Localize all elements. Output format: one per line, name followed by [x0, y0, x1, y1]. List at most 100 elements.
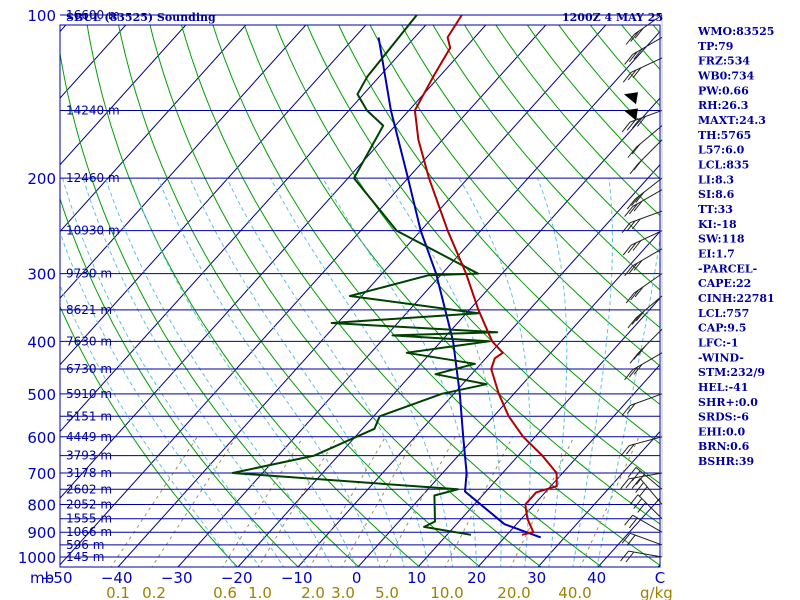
mixing-ratio-tick-label: 20.0: [497, 584, 530, 600]
moist-adiabat-line: [226, 177, 429, 567]
wind-barb-flag: [630, 31, 639, 42]
height-tick-label: 12460 m: [66, 171, 120, 185]
moist-adiabat-line: [537, 178, 568, 567]
pressure-unit-label: mb: [30, 569, 54, 587]
wind-barb-flag: [635, 310, 645, 322]
index-line: RH:26.3: [698, 99, 748, 112]
isotherm-line: [60, 25, 187, 166]
temperature-tick-label: −10: [281, 569, 313, 587]
index-line: -WIND-: [698, 351, 744, 364]
wind-barb-staff: [629, 393, 663, 406]
index-line: TH:5765: [698, 129, 751, 142]
isotherm-line: [60, 25, 307, 299]
index-line: EHI:0.0: [698, 425, 745, 438]
wind-barb-flag: [625, 551, 635, 563]
dry-adiabat-line: [180, 25, 603, 567]
temperature-tick-label: −50: [41, 569, 73, 587]
height-tick-label: 4449 m: [66, 430, 112, 444]
wind-barb-flag: [633, 48, 643, 60]
temperature-tick-label: 20: [467, 569, 486, 587]
index-line: STM:232/9: [698, 366, 765, 379]
wind-barb-flag: [624, 369, 633, 381]
mixing-ratio-line: [309, 436, 386, 567]
wind-barb-flag: [626, 220, 636, 232]
temperature-tick-label: 10: [407, 569, 426, 587]
index-line: TT:33: [698, 203, 733, 216]
index-line: CAPE:22: [698, 277, 751, 290]
mixing-ratio-tick-label: 10.0: [430, 584, 463, 600]
wind-barb-flag: [621, 121, 631, 133]
index-line: -PARCEL-: [698, 262, 757, 275]
wind-barb-flag: [624, 54, 633, 65]
wind-barb-flag: [637, 502, 647, 513]
wind-barb-staff: [630, 57, 663, 73]
height-tick-label: 5910 m: [66, 387, 112, 401]
temperature-tick-label: 0: [352, 569, 362, 587]
isotherm-line: [60, 25, 247, 233]
wind-barb-flag: [633, 498, 643, 509]
wind-barb-flag: [632, 240, 642, 251]
pressure-tick-label: 400: [27, 333, 56, 351]
wind-barb-flag: [631, 478, 641, 489]
moist-adiabat-line: [189, 177, 405, 567]
index-line: LCL:757: [698, 307, 749, 320]
wind-barb-flag: [633, 364, 643, 375]
height-tick-label: 16600 m: [66, 8, 120, 22]
isotherm-line: [177, 30, 660, 567]
height-tick-label: 3178 m: [66, 466, 112, 480]
wind-barb-flag: [628, 203, 638, 215]
height-tick-label: 8621 m: [66, 303, 112, 317]
wind-barb-staff: [637, 139, 663, 165]
dry-adiabat-line: [369, 25, 660, 367]
pressure-tick-label: 600: [27, 429, 56, 447]
wind-barb-flag: [627, 467, 637, 478]
wind-barb-flag: [633, 260, 643, 271]
temperature-tick-label: 30: [527, 569, 546, 587]
wind-barb-staff: [629, 210, 663, 224]
wind-barb-flag: [622, 244, 632, 256]
station-title: SBUL (83525) Sounding: [66, 11, 216, 24]
temperature-trace: [413, 14, 558, 536]
wind-barb-staff: [635, 295, 663, 319]
wind-barb-flag: [625, 292, 635, 304]
mixing-ratio-tick-label: 0.6: [213, 584, 237, 600]
wind-barb-flag: [633, 200, 643, 212]
wind-barb-flag: [630, 289, 639, 301]
wind-barb-flag: [631, 314, 641, 325]
pressure-tick-label: 300: [27, 266, 56, 284]
wind-barb-flag: [632, 67, 642, 79]
mixing-ratio-line: [110, 436, 198, 567]
parcel-trace: [377, 37, 542, 539]
mixing-ratio-tick-label: 3.0: [331, 584, 355, 600]
height-tick-label: 6730 m: [66, 362, 112, 376]
wind-barb-staff: [632, 352, 663, 371]
dewpoint-trace: [231, 14, 499, 536]
pressure-tick-label: 800: [27, 496, 56, 514]
dry-adiabat-line: [149, 25, 542, 567]
height-tick-label: 3793 m: [66, 449, 112, 463]
pressure-tick-label: 500: [27, 386, 56, 404]
dry-adiabat-line: [306, 25, 660, 445]
wind-barb-flag: [622, 71, 632, 83]
wind-barb-flag: [629, 494, 639, 506]
wind-barb-flag: [628, 262, 638, 274]
mixing-ratio-tick-label: 2.0: [301, 584, 325, 600]
temperature-tick-label: 40: [587, 569, 606, 587]
sounding-series: [231, 14, 558, 539]
pressure-tick-label: 700: [27, 465, 56, 483]
wind-barb-flag: [628, 51, 638, 63]
mixing-ratio-tick-label: 40.0: [558, 584, 591, 600]
wind-barb-staff: [632, 189, 663, 208]
mixing-ratio-line: [151, 436, 237, 567]
height-tick-label: 10930 m: [66, 224, 120, 238]
index-line: HEL:-41: [698, 381, 748, 394]
wind-barb-staff: [637, 494, 663, 520]
dry-adiabat-line: [212, 25, 660, 566]
wind-barb-staff: [637, 328, 663, 354]
dry-adiabat-line: [60, 197, 299, 567]
moist-adiabat-line: [384, 177, 502, 567]
wind-barb-flag: [624, 514, 633, 526]
isotherm-line: [60, 25, 427, 433]
